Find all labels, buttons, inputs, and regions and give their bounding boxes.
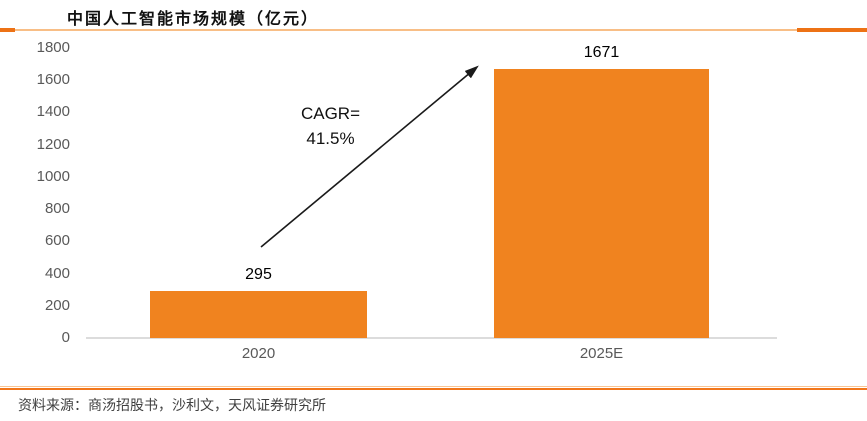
cagr-annotation: CAGR= 41.5% (283, 101, 378, 151)
bar-2020 (150, 290, 367, 338)
cagr-annotation-line2: 41.5% (306, 129, 355, 148)
y-tick-600: 600 (44, 232, 70, 249)
bottom-divider-rule (0, 386, 867, 391)
bar-group-2020: 295 (150, 265, 367, 338)
y-tick-1200: 1200 (36, 136, 70, 153)
x-category-2020: 2020 (241, 345, 276, 362)
x-axis-line (86, 337, 777, 339)
top-rule-left-accent (0, 28, 15, 32)
bar-value-label-2025e: 1671 (583, 43, 620, 61)
y-tick-400: 400 (44, 265, 70, 282)
y-tick-1600: 1600 (36, 71, 70, 88)
chart-title: 中国人工智能市场规模（亿元） (67, 11, 320, 28)
bar-group-2025e: 1671 (494, 43, 709, 338)
y-tick-1000: 1000 (36, 168, 70, 185)
x-category-2025e: 2025E (579, 345, 624, 362)
y-tick-1800: 1800 (36, 39, 70, 56)
top-divider-rule (0, 28, 867, 32)
bar-value-label-2020: 295 (245, 265, 272, 283)
top-rule-right-accent (797, 28, 867, 32)
bar-2025e (494, 68, 709, 338)
cagr-annotation-line1: CAGR= (300, 104, 361, 123)
y-tick-0: 0 (61, 329, 70, 346)
y-tick-200: 200 (44, 297, 70, 314)
y-tick-1400: 1400 (36, 103, 70, 120)
source-note: 资料来源：商汤招股书，沙利文，天风证券研究所 (18, 397, 326, 413)
y-tick-800: 800 (44, 200, 70, 217)
